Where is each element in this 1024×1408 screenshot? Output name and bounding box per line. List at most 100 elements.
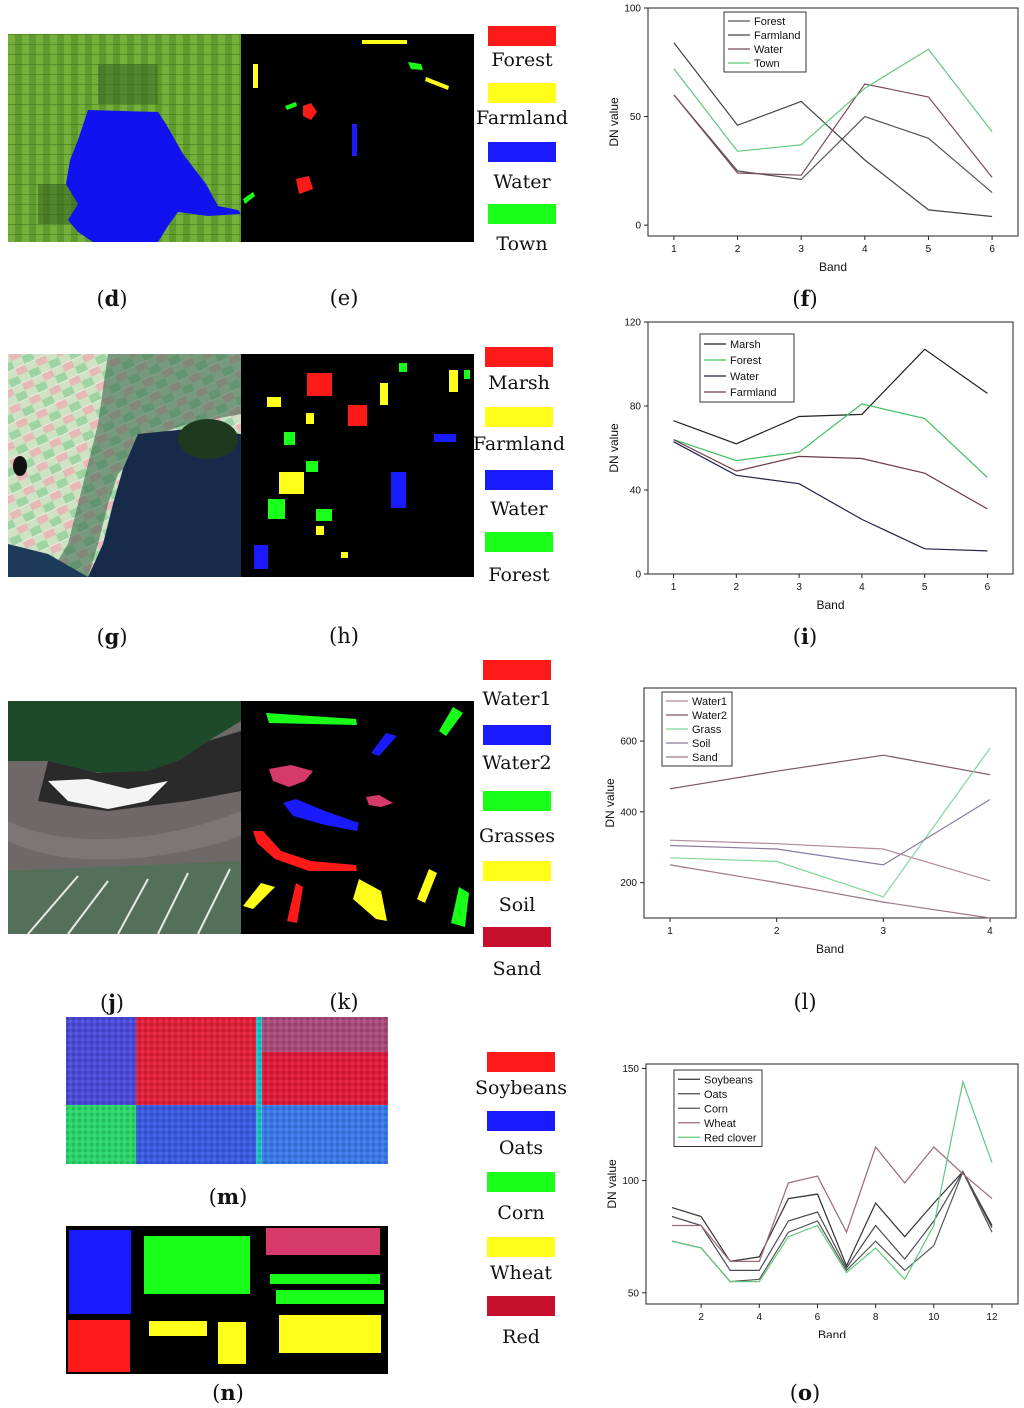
x-tick-label: 5 (922, 582, 928, 593)
chart-legend-label: Red clover (704, 1132, 757, 1144)
legend-swatch (488, 26, 556, 46)
series-line (671, 1170, 993, 1283)
legend-label: Sand (492, 958, 542, 980)
x-tick-label: 8 (873, 1312, 879, 1323)
legend-label: Forest (491, 49, 553, 71)
x-axis-label: Band (819, 260, 847, 274)
series-line (669, 798, 991, 866)
legend-label: Oats (498, 1137, 544, 1159)
chart-legend-label: Soil (692, 738, 710, 750)
x-tick-label: 3 (881, 926, 887, 937)
legend-swatch (483, 660, 551, 680)
legend-label: Forest (488, 564, 550, 586)
caption-h: (h) (329, 624, 359, 648)
x-tick-label: 6 (815, 1312, 821, 1323)
x-tick-label: 12 (986, 1312, 998, 1323)
chart-legend-box (723, 11, 807, 73)
plot-frame (643, 687, 1017, 919)
y-axis-label: DN value (607, 97, 621, 147)
y-axis-label: DN value (607, 423, 621, 473)
caption-j: (j) (99, 990, 124, 1015)
legend-label: Wheat (490, 1262, 552, 1284)
ground-truth-map-h (241, 354, 474, 577)
chart-legend-label: Sand (692, 752, 718, 764)
y-tick-label: 200 (620, 878, 637, 889)
y-tick-label: 120 (624, 318, 641, 329)
spectral-chart-f: 0 50 100 1 2 3 4 5 6 Band DN value Forest Farmland Wa… (607, 4, 1019, 274)
legend-swatch (487, 1237, 555, 1257)
legend-swatch (487, 1172, 555, 1192)
chart-legend-label: Wheat (704, 1118, 736, 1130)
legend-swatch (488, 204, 556, 224)
satellite-image-j (8, 701, 241, 934)
chart-legend-label: Forest (730, 355, 761, 367)
chart-legend-label: Farmland (754, 30, 800, 42)
legend-swatch (488, 83, 556, 103)
x-axis-label: Band (816, 942, 844, 954)
x-tick-label: 3 (798, 244, 804, 255)
chart-legend-label: Forest (754, 16, 785, 28)
chart-legend-label: Water (754, 44, 783, 56)
spectral-chart-o: 50 100 150 2 4 6 8 10 12 Band DN value Soybeans Oats… (605, 1063, 1019, 1338)
x-tick-label: 2 (734, 582, 740, 593)
legend-label: Farmland (475, 107, 569, 129)
caption-e: (e) (329, 286, 359, 310)
legend-label: Water1 (482, 688, 552, 710)
legend-label: Soil (498, 894, 536, 916)
legend-swatch (488, 142, 556, 162)
y-tick-label: 600 (620, 737, 637, 748)
x-tick-label: 10 (928, 1312, 940, 1323)
y-tick-label: 0 (635, 221, 641, 232)
series-line (673, 48, 993, 152)
y-tick-label: 50 (628, 1288, 640, 1299)
legend-label: Water2 (482, 752, 552, 774)
series-line (673, 439, 988, 510)
series-line (671, 1170, 993, 1268)
legend-swatch (485, 407, 553, 427)
y-tick-label: 100 (622, 1176, 639, 1187)
series-line (671, 1079, 993, 1283)
x-tick-label: 6 (989, 244, 995, 255)
series-line (669, 839, 991, 882)
x-tick-label: 1 (671, 582, 677, 593)
y-axis-label: DN value (605, 1159, 619, 1209)
caption-l: (l) (793, 990, 817, 1014)
series-line (669, 754, 991, 790)
legend-label: Grasses (478, 825, 556, 847)
caption-d: (d) (96, 286, 128, 311)
series-line (673, 441, 988, 552)
legend-label: Farmland (472, 433, 566, 455)
x-tick-label: 1 (667, 926, 673, 937)
ground-truth-map-n (66, 1226, 388, 1374)
x-tick-label: 6 (985, 582, 991, 593)
chart-legend-label: Water (730, 371, 759, 383)
chart-legend-label: Water1 (692, 696, 727, 708)
legend-swatch (483, 861, 551, 881)
chart-legend-box (699, 333, 795, 403)
legend-swatch (483, 927, 551, 947)
x-tick-label: 5 (926, 244, 932, 255)
series-line (673, 42, 993, 218)
legend-label: Marsh (488, 372, 550, 394)
x-tick-label: 4 (757, 1312, 763, 1323)
ground-truth-map-k (241, 701, 474, 934)
caption-n: (n) (212, 1380, 244, 1405)
caption-o: (o) (789, 1380, 821, 1405)
legend-label: Soybeans (475, 1077, 567, 1099)
plot-frame (645, 1063, 1019, 1305)
caption-f: (f) (792, 286, 818, 311)
legend-swatch (487, 1111, 555, 1131)
legend-swatch (487, 1052, 555, 1072)
y-axis-label: DN value (603, 778, 617, 828)
chart-legend-label: Town (754, 58, 780, 70)
x-tick-label: 2 (774, 926, 780, 937)
chart-legend-label: Corn (704, 1103, 728, 1115)
series-line (673, 348, 988, 445)
legend-label: Red (502, 1326, 540, 1348)
y-tick-label: 100 (624, 4, 641, 15)
x-tick-label: 4 (862, 244, 868, 255)
y-tick-label: 0 (635, 570, 641, 581)
legend-swatch (483, 725, 551, 745)
x-tick-label: 1 (671, 244, 677, 255)
legend-label: Water (493, 171, 551, 193)
